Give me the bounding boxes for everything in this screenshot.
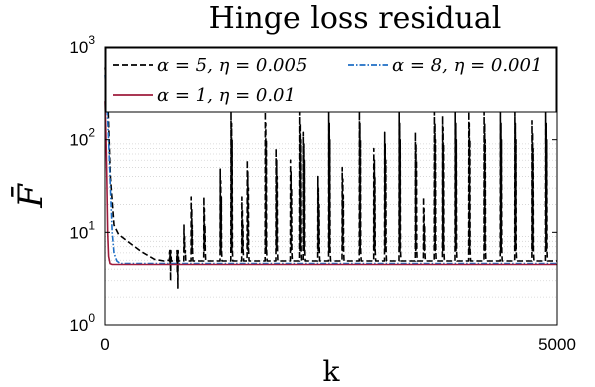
chart-title: Hinge loss residual — [209, 1, 502, 36]
y-tick-label: 100 — [69, 311, 95, 335]
legend-label: α = 1, η = 0.01 — [157, 85, 296, 106]
series-line — [104, 101, 557, 266]
y-tick-base: 10 — [69, 131, 88, 150]
legend-label: α = 8, η = 0.001 — [392, 55, 542, 76]
y-tick-base: 10 — [69, 316, 88, 335]
y-tick-exponent: 2 — [88, 126, 95, 140]
y-tick-label: 103 — [69, 33, 95, 57]
series-line — [104, 67, 557, 289]
y-tick-exponent: 3 — [88, 33, 95, 47]
plot-frame — [104, 46, 558, 326]
y-tick-exponent: 1 — [88, 218, 95, 232]
y-tick-label: 102 — [69, 126, 95, 150]
legend: α = 5, η = 0.005 α = 8, η = 0.001 α = 1, η… — [105, 47, 557, 113]
y-tick-base: 10 — [69, 38, 88, 57]
legend-box — [105, 47, 557, 113]
x-tick-label: 0 — [100, 335, 109, 354]
y-tick-base: 10 — [69, 223, 88, 242]
x-axis-label: k — [323, 355, 341, 387]
legend-label: α = 5, η = 0.005 — [157, 55, 307, 76]
y-tick-exponent: 0 — [88, 311, 95, 325]
y-tick-label: 101 — [69, 218, 95, 242]
series-line — [104, 74, 557, 265]
x-tick-label: 5000 — [538, 335, 576, 354]
y-axis-label: F̄ — [10, 183, 51, 209]
